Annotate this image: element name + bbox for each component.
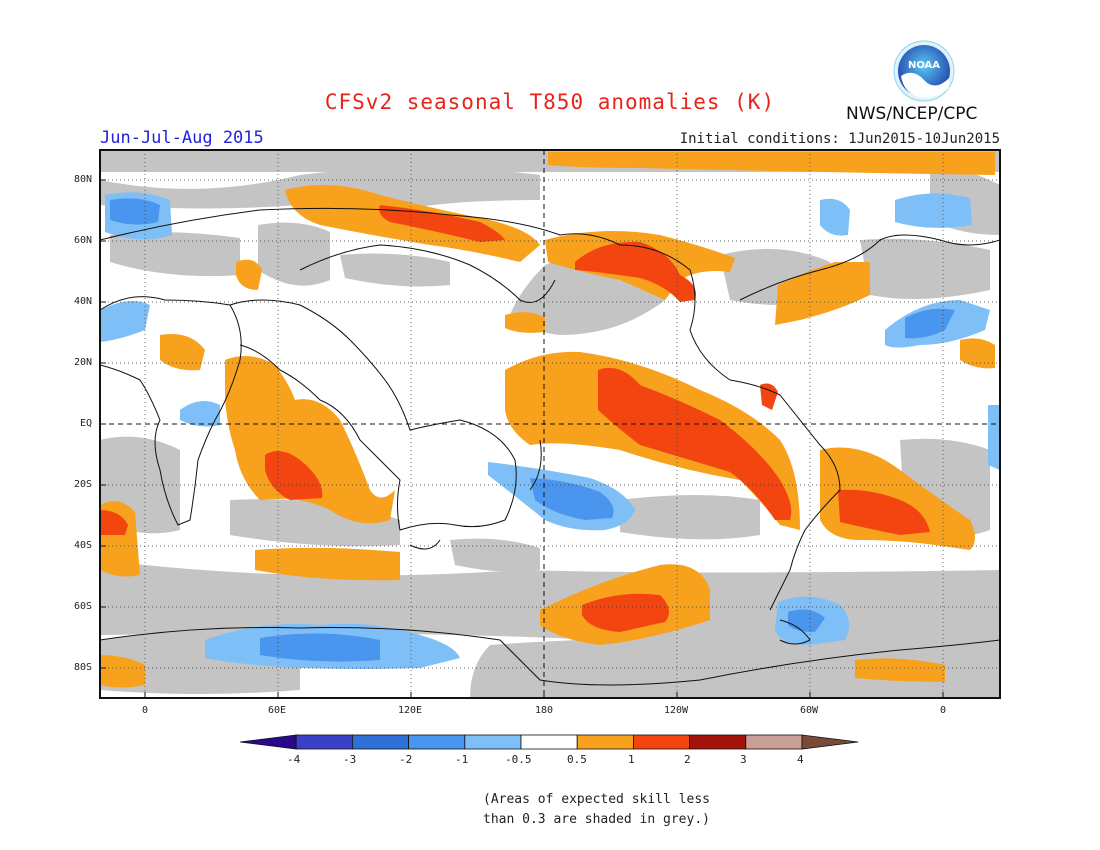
- lat-label: 40S: [74, 540, 93, 551]
- lat-label: 20N: [74, 357, 93, 368]
- lat-label: 40N: [74, 296, 93, 307]
- strong-warm-anomaly-areas: [100, 205, 930, 632]
- lat-label: 80N: [74, 174, 93, 185]
- map-title: CFSv2 seasonal T850 anomalies (K): [324, 90, 776, 114]
- lon-label: 0: [142, 705, 149, 716]
- colorbar-swatch: [801, 734, 859, 750]
- skill-note-line1: (Areas of expected skill less: [483, 792, 710, 807]
- lat-label: EQ: [80, 418, 93, 429]
- colorbar-swatch: [633, 734, 691, 750]
- lat-label: 80S: [74, 662, 93, 673]
- colorbar-label: -3: [343, 753, 357, 766]
- colorbar-label: -1: [455, 753, 469, 766]
- colorbar-label: -4: [287, 753, 301, 766]
- lat-label: 20S: [74, 479, 93, 490]
- colorbar-swatch: [408, 734, 466, 750]
- colorbar-swatch: [745, 734, 803, 750]
- noaa-logo-text: NOAA: [908, 60, 940, 71]
- skill-note-line2: than 0.3 are shaded in grey.): [483, 812, 710, 827]
- colorbar-label: -2: [399, 753, 413, 766]
- colorbar-label: 4: [797, 753, 804, 766]
- initial-conditions-label: Initial conditions: 1Jun2015-10Jun2015: [679, 131, 1000, 147]
- lon-label: 120W: [664, 705, 689, 716]
- colorbar-label: 1: [628, 753, 635, 766]
- coastlines: [100, 207, 1000, 686]
- colorbar-label: 2: [684, 753, 691, 766]
- season-label: Jun-Jul-Aug 2015: [100, 128, 264, 148]
- lat-label: 60N: [74, 235, 93, 246]
- colorbar-label: 0.5: [567, 753, 587, 766]
- colorbar-swatch: [576, 734, 634, 750]
- colorbar-label: 3: [740, 753, 747, 766]
- colorbar-label: -0.5: [505, 753, 532, 766]
- lon-label: 0: [940, 705, 947, 716]
- lon-label: 180: [535, 705, 554, 716]
- lon-label: 60W: [800, 705, 819, 716]
- equator-dateline: [100, 150, 1000, 698]
- graticule: [100, 150, 1000, 698]
- lat-label: 60S: [74, 601, 93, 612]
- colorbar-swatch: [351, 734, 409, 750]
- colorbar-swatch: [239, 734, 297, 750]
- colorbar-swatch: [520, 734, 578, 750]
- lon-label: 60E: [268, 705, 287, 716]
- agency-label: NWS/NCEP/CPC: [846, 104, 978, 124]
- stronger-cool-anomaly-areas: [110, 198, 955, 662]
- colorbar-swatch: [295, 734, 353, 750]
- noaa-logo-icon: NOAA: [893, 40, 955, 102]
- colorbar-swatch: [689, 734, 747, 750]
- lon-label: 120E: [398, 705, 423, 716]
- colorbar-swatch: [464, 734, 522, 750]
